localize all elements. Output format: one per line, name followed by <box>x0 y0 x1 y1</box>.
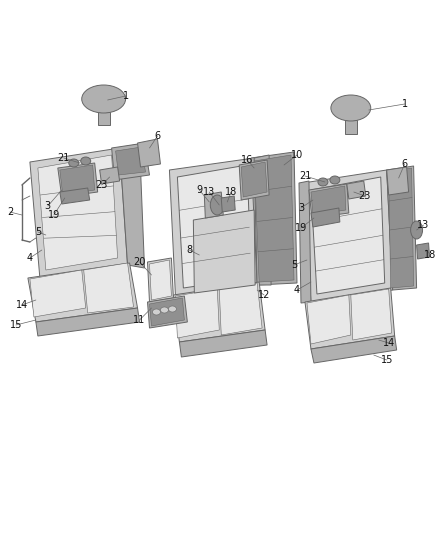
Ellipse shape <box>169 306 177 312</box>
Text: 18: 18 <box>225 187 237 197</box>
Polygon shape <box>170 158 259 295</box>
Polygon shape <box>28 263 138 322</box>
Polygon shape <box>116 147 145 175</box>
Ellipse shape <box>160 307 169 313</box>
Polygon shape <box>60 188 90 204</box>
Polygon shape <box>311 177 385 294</box>
Polygon shape <box>219 283 262 335</box>
Polygon shape <box>30 270 86 317</box>
Polygon shape <box>305 288 395 349</box>
Ellipse shape <box>318 178 328 186</box>
Polygon shape <box>36 308 140 336</box>
Text: 12: 12 <box>258 290 270 300</box>
Text: 21: 21 <box>57 153 70 163</box>
Polygon shape <box>389 168 413 288</box>
Ellipse shape <box>410 221 423 239</box>
Polygon shape <box>311 186 346 215</box>
Text: 15: 15 <box>10 320 22 330</box>
Polygon shape <box>241 162 267 197</box>
Polygon shape <box>251 152 297 285</box>
Polygon shape <box>193 210 255 293</box>
Polygon shape <box>138 139 160 167</box>
Polygon shape <box>112 143 149 180</box>
Polygon shape <box>30 148 127 278</box>
Polygon shape <box>84 263 134 313</box>
Polygon shape <box>177 165 251 288</box>
Ellipse shape <box>331 95 371 121</box>
Polygon shape <box>204 192 223 218</box>
Polygon shape <box>299 181 311 303</box>
Polygon shape <box>347 181 366 199</box>
Text: 13: 13 <box>203 187 215 197</box>
Text: 6: 6 <box>155 131 161 141</box>
Text: 19: 19 <box>48 210 60 220</box>
Polygon shape <box>175 289 219 338</box>
Polygon shape <box>100 167 120 184</box>
Text: 13: 13 <box>417 220 430 230</box>
Polygon shape <box>239 160 269 200</box>
Ellipse shape <box>330 176 340 184</box>
Text: 4: 4 <box>27 253 33 263</box>
Text: 14: 14 <box>382 338 395 348</box>
Polygon shape <box>303 170 393 302</box>
Polygon shape <box>345 120 357 134</box>
Polygon shape <box>149 260 171 300</box>
Polygon shape <box>311 336 397 363</box>
Polygon shape <box>351 289 392 340</box>
Text: 6: 6 <box>402 159 408 169</box>
Ellipse shape <box>81 157 91 165</box>
Text: 19: 19 <box>295 223 307 233</box>
Text: 5: 5 <box>35 227 41 237</box>
Text: 8: 8 <box>186 245 192 255</box>
Text: 1: 1 <box>402 99 408 109</box>
Ellipse shape <box>210 195 224 215</box>
Text: 23: 23 <box>95 180 108 190</box>
Polygon shape <box>221 196 235 212</box>
Text: 9: 9 <box>196 185 202 195</box>
Polygon shape <box>148 296 187 328</box>
Text: 3: 3 <box>298 203 304 213</box>
Polygon shape <box>173 282 265 342</box>
Polygon shape <box>387 167 409 195</box>
Text: 2: 2 <box>7 207 13 217</box>
Text: 4: 4 <box>294 285 300 295</box>
Polygon shape <box>149 298 184 326</box>
Polygon shape <box>307 295 351 344</box>
Text: 20: 20 <box>133 257 146 267</box>
Polygon shape <box>58 163 98 197</box>
Polygon shape <box>180 330 267 357</box>
Text: 10: 10 <box>291 150 303 160</box>
Text: 18: 18 <box>424 250 437 260</box>
Text: 16: 16 <box>241 155 253 165</box>
Ellipse shape <box>152 309 160 315</box>
Polygon shape <box>387 166 417 290</box>
Polygon shape <box>309 184 349 218</box>
Polygon shape <box>254 155 294 282</box>
Polygon shape <box>254 155 271 285</box>
Polygon shape <box>38 155 117 270</box>
Text: 1: 1 <box>123 91 129 101</box>
Ellipse shape <box>82 85 126 113</box>
Text: 5: 5 <box>291 260 297 270</box>
Polygon shape <box>98 112 110 125</box>
Polygon shape <box>60 165 95 195</box>
Text: 11: 11 <box>134 315 146 325</box>
Text: 15: 15 <box>381 355 393 365</box>
Polygon shape <box>311 208 340 227</box>
Text: 3: 3 <box>45 201 51 211</box>
Polygon shape <box>417 243 430 259</box>
Text: 21: 21 <box>299 171 311 181</box>
Text: 14: 14 <box>16 300 28 310</box>
Polygon shape <box>148 258 173 302</box>
Ellipse shape <box>69 159 79 167</box>
Text: 23: 23 <box>359 191 371 201</box>
Polygon shape <box>120 144 145 268</box>
